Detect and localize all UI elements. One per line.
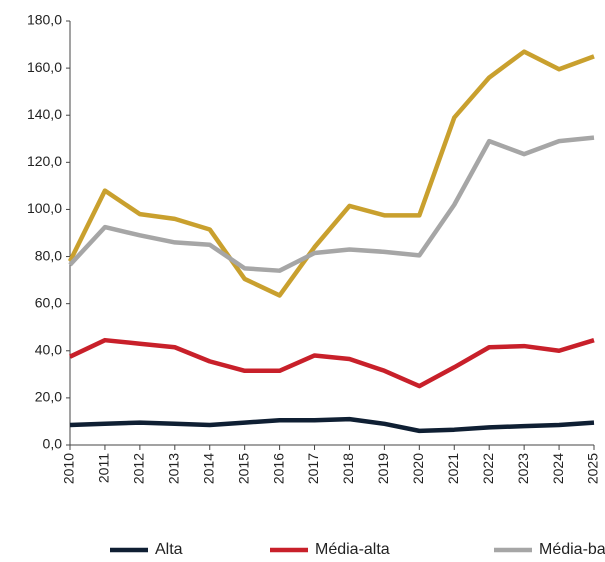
legend-label: Alta: [155, 541, 183, 558]
x-tick-label: 2017: [305, 453, 321, 484]
y-tick-label: 180,0: [27, 12, 62, 28]
x-tick-label: 2025: [585, 453, 601, 484]
y-tick-label: 160,0: [27, 59, 62, 75]
x-tick-label: 2016: [270, 453, 286, 484]
y-tick-label: 140,0: [27, 106, 62, 122]
series-line: [67, 49, 595, 298]
series-line: [68, 135, 595, 273]
legend-label: Média-ba: [539, 541, 605, 558]
y-tick-label: 0,0: [43, 436, 63, 452]
x-tick-label: 2021: [445, 453, 461, 484]
x-tick-label: 2015: [235, 453, 251, 484]
y-tick-label: 20,0: [35, 389, 62, 405]
x-tick-label: 2010: [61, 453, 77, 484]
legend-label: Média-alta: [315, 541, 390, 558]
y-tick-label: 120,0: [27, 153, 62, 169]
series-line: [69, 337, 595, 389]
x-tick-label: 2013: [166, 453, 182, 484]
x-tick-label: 2014: [200, 453, 216, 484]
x-tick-label: 2020: [410, 453, 426, 484]
y-tick-label: 60,0: [35, 294, 62, 310]
x-tick-label: 2011: [96, 453, 112, 483]
x-tick-label: 2022: [480, 453, 496, 484]
y-tick-label: 40,0: [35, 341, 62, 357]
y-tick-label: 100,0: [27, 200, 62, 216]
series-line: [69, 416, 595, 434]
x-tick-label: 2023: [515, 453, 531, 484]
y-tick-label: 80,0: [35, 247, 62, 263]
x-tick-label: 2012: [131, 453, 147, 484]
x-tick-label: 2019: [375, 453, 391, 484]
x-tick-label: 2024: [550, 453, 566, 484]
x-tick-label: 2018: [340, 453, 356, 484]
